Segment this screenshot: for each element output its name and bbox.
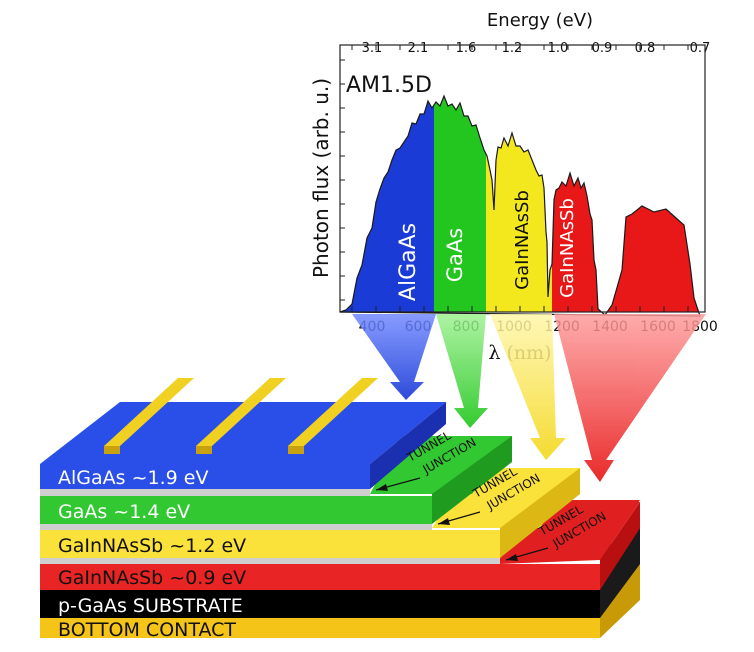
layer-label-gaas: GaAs ~1.4 eV (58, 501, 190, 523)
finger-1 (104, 378, 194, 446)
tunnel-arrowhead-1 (376, 484, 388, 491)
band-label-gaas: GaAs (443, 228, 467, 282)
band-gaas (434, 96, 486, 312)
tunnel-strip-1 (40, 489, 370, 496)
tunnel-arrowhead-2 (438, 518, 450, 525)
red-layer (40, 564, 600, 590)
red-side (600, 502, 640, 590)
top-tick-label: 1.6 (456, 41, 477, 56)
yellow-layer (40, 530, 500, 558)
substrate-layer (40, 590, 600, 618)
top-tick-label: 2.1 (408, 41, 429, 56)
finger-3 (288, 378, 378, 446)
layer-label-algaas: AlGaAs ~1.9 eV (58, 467, 208, 489)
bottom-contact-layer (40, 618, 600, 638)
layer-label-substrate: p-GaAs SUBSTRATE (58, 595, 243, 617)
top-tick-label: 0.7 (690, 41, 711, 56)
panel-label: AM1.5D (346, 73, 432, 98)
arrow-gainnassb-12 (490, 314, 566, 460)
top-tick-label: 1.0 (548, 41, 569, 56)
band-label-gainnassb-2: GaInNAsSb (557, 198, 578, 298)
green-side (432, 436, 512, 524)
top-tick-label: 0.8 (635, 41, 656, 56)
arrow-gaas (436, 314, 488, 428)
finger-1-side (104, 446, 120, 454)
finger-3-side (288, 446, 304, 454)
tunnel-strip-2 (40, 524, 432, 530)
top-tick-label: 3.1 (362, 41, 383, 56)
absorption-arrows (352, 314, 706, 482)
band-label-gainnassb-1: GaInNAsSb (512, 190, 533, 290)
layer-stack: AlGaAs ~1.9 eV GaAs ~1.4 eV GaInNAsSb ~1… (40, 378, 640, 641)
arrow-algaas (352, 314, 436, 400)
layer-label-gainnassb-12: GaInNAsSb ~1.2 eV (58, 535, 246, 557)
blue-layer (40, 464, 370, 489)
finger-2-side (196, 446, 212, 454)
yellow-side (500, 468, 580, 558)
band-label-algaas: AlGaAs (396, 223, 421, 301)
layer-label-gainnassb-09: GaInNAsSb ~0.9 eV (58, 567, 246, 589)
contact-fingers (104, 378, 378, 454)
spectrum-outline (339, 94, 701, 317)
y-axis-title: Photon flux (arb. u.) (309, 78, 333, 278)
green-layer (40, 496, 432, 524)
finger-2 (196, 378, 286, 446)
top-axis-title: Energy (eV) (487, 10, 593, 31)
plot-frame (339, 44, 706, 313)
top-tick-label: 1.2 (502, 41, 523, 56)
top-tick-labels: 3.1 2.1 1.6 1.2 1.0 0.9 0.8 0.7 (362, 41, 711, 56)
tunnel-strip-3 (40, 558, 500, 564)
top-tick-label: 0.9 (592, 41, 613, 56)
arrow-gainnassb-09 (554, 314, 706, 482)
frame-ticks (340, 45, 689, 312)
tunnel-arrowhead-3 (506, 554, 518, 561)
spectrum-panel: Energy (eV) 3.1 2.1 1.6 1.2 1.0 0.9 0.8 0.7 AM1… (309, 10, 718, 364)
layer-label-contact: BOTTOM CONTACT (58, 619, 236, 641)
blue-side (370, 402, 446, 489)
